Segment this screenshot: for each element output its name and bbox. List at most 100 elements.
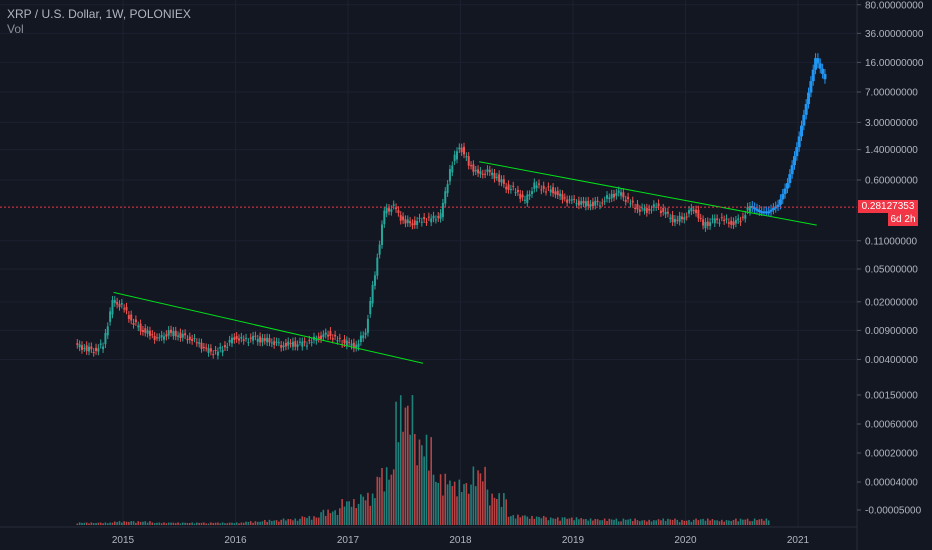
volume-bar bbox=[601, 520, 604, 525]
projection-body bbox=[790, 165, 794, 175]
candle-body bbox=[233, 337, 236, 340]
volume-bar bbox=[324, 515, 327, 525]
candle-body bbox=[610, 193, 613, 199]
candle-body bbox=[120, 303, 123, 305]
candle-body bbox=[266, 337, 269, 343]
candle-body bbox=[582, 200, 585, 204]
volume-bar bbox=[156, 522, 158, 525]
candle-body bbox=[118, 304, 121, 307]
candle-body bbox=[338, 337, 341, 339]
volume-bar bbox=[275, 520, 278, 525]
candle-body bbox=[289, 343, 292, 345]
volume-bar bbox=[256, 521, 259, 525]
volume-bar bbox=[261, 521, 264, 525]
candle-body bbox=[688, 210, 691, 214]
candle-body bbox=[238, 338, 241, 341]
volume-bar bbox=[371, 493, 374, 525]
candle-body bbox=[177, 335, 180, 337]
volume-bar bbox=[383, 491, 386, 525]
volume-bar bbox=[674, 518, 676, 525]
last-price-tag: 0.28127353 bbox=[858, 200, 918, 213]
volume-bar bbox=[76, 523, 79, 525]
volume-bar bbox=[83, 522, 86, 525]
volume-bar bbox=[111, 522, 114, 525]
candle-body bbox=[615, 192, 618, 196]
candle-body bbox=[80, 345, 83, 350]
candle-body bbox=[106, 326, 109, 336]
volume-bar bbox=[254, 521, 257, 525]
price-tick-label: 0.00900000 bbox=[865, 326, 918, 337]
candle-body bbox=[350, 343, 353, 346]
volume-bar bbox=[327, 509, 329, 525]
candle-body bbox=[406, 219, 409, 224]
volume-bar bbox=[439, 474, 442, 525]
volume-bar bbox=[646, 521, 648, 525]
volume-bar bbox=[149, 521, 151, 525]
candle-body bbox=[202, 347, 205, 349]
candle-body bbox=[559, 193, 562, 197]
volume-bar bbox=[655, 520, 658, 525]
candle-body bbox=[315, 339, 318, 341]
volume-bar bbox=[519, 517, 522, 525]
candle-body bbox=[404, 219, 407, 224]
volume-bar bbox=[233, 523, 236, 525]
volume-bar bbox=[751, 521, 754, 525]
candle-body bbox=[352, 342, 355, 349]
volume-bar bbox=[749, 521, 751, 525]
candle-body bbox=[331, 338, 334, 340]
candle-body bbox=[275, 341, 278, 343]
volume-bar bbox=[331, 511, 334, 525]
volume-bar bbox=[721, 519, 723, 525]
volume-bar bbox=[287, 519, 290, 525]
volume-bar bbox=[392, 469, 395, 525]
candle-body bbox=[643, 208, 646, 211]
candle-body bbox=[198, 342, 201, 344]
price-tick-label: 3.00000000 bbox=[865, 118, 918, 129]
candle-body bbox=[589, 204, 592, 207]
candle-body bbox=[669, 217, 672, 219]
candle-body bbox=[624, 199, 627, 202]
volume-bar bbox=[549, 517, 552, 525]
volume-bar bbox=[139, 521, 142, 525]
volume-bar bbox=[137, 521, 140, 525]
candle-body bbox=[416, 221, 419, 226]
candle-body bbox=[516, 189, 519, 193]
volume-bar bbox=[308, 515, 311, 525]
volume-bar bbox=[634, 518, 636, 525]
candle-body bbox=[263, 338, 266, 341]
volume-bar bbox=[685, 520, 688, 525]
volume-bar bbox=[179, 523, 182, 525]
candle-body bbox=[303, 341, 306, 343]
volume-bar bbox=[240, 522, 243, 525]
volume-bar bbox=[378, 477, 381, 525]
candle-body bbox=[184, 333, 187, 336]
candle-body bbox=[167, 330, 170, 336]
candle-body bbox=[552, 187, 555, 194]
projection-body bbox=[811, 69, 815, 82]
volume-bar bbox=[252, 522, 254, 525]
volume-bar bbox=[735, 518, 737, 525]
candle-body bbox=[662, 208, 665, 212]
candle-body bbox=[148, 330, 151, 336]
projection-body bbox=[788, 174, 792, 184]
volume-label: Vol bbox=[7, 22, 24, 36]
candle-body bbox=[568, 199, 571, 201]
candle-body bbox=[514, 192, 517, 194]
candle-body bbox=[725, 218, 728, 220]
volume-bar bbox=[210, 522, 212, 525]
candle-body bbox=[718, 222, 721, 224]
volume-bar bbox=[692, 519, 695, 525]
candle-body bbox=[125, 306, 128, 311]
volume-bar bbox=[711, 519, 714, 525]
volume-bar bbox=[563, 517, 566, 525]
volume-bar bbox=[271, 521, 273, 525]
candle-body bbox=[591, 201, 594, 207]
candle-body bbox=[634, 207, 637, 209]
candle-body bbox=[474, 170, 477, 172]
candle-body bbox=[317, 336, 320, 339]
volume-bar bbox=[163, 522, 165, 525]
volume-bar bbox=[676, 519, 679, 525]
volume-bar bbox=[493, 497, 496, 525]
volume-bar bbox=[177, 522, 179, 525]
